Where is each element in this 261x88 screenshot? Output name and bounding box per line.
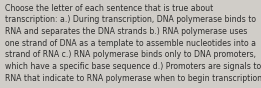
Text: strand of RNA c.) RNA polymerase binds only to DNA promoters,: strand of RNA c.) RNA polymerase binds o… bbox=[5, 50, 256, 59]
Text: transcription: a.) During transcription, DNA polymerase binds to: transcription: a.) During transcription,… bbox=[5, 15, 256, 24]
Text: RNA and separates the DNA strands b.) RNA polymerase uses: RNA and separates the DNA strands b.) RN… bbox=[5, 27, 247, 36]
Text: RNA that indicate to RNA polymerase when to begin transcription: RNA that indicate to RNA polymerase when… bbox=[5, 74, 261, 83]
Text: which have a specific base sequence d.) Promoters are signals to: which have a specific base sequence d.) … bbox=[5, 62, 261, 71]
Text: Choose the letter of each sentence that is true about: Choose the letter of each sentence that … bbox=[5, 4, 213, 12]
Text: one strand of DNA as a template to assemble nucleotides into a: one strand of DNA as a template to assem… bbox=[5, 39, 256, 48]
